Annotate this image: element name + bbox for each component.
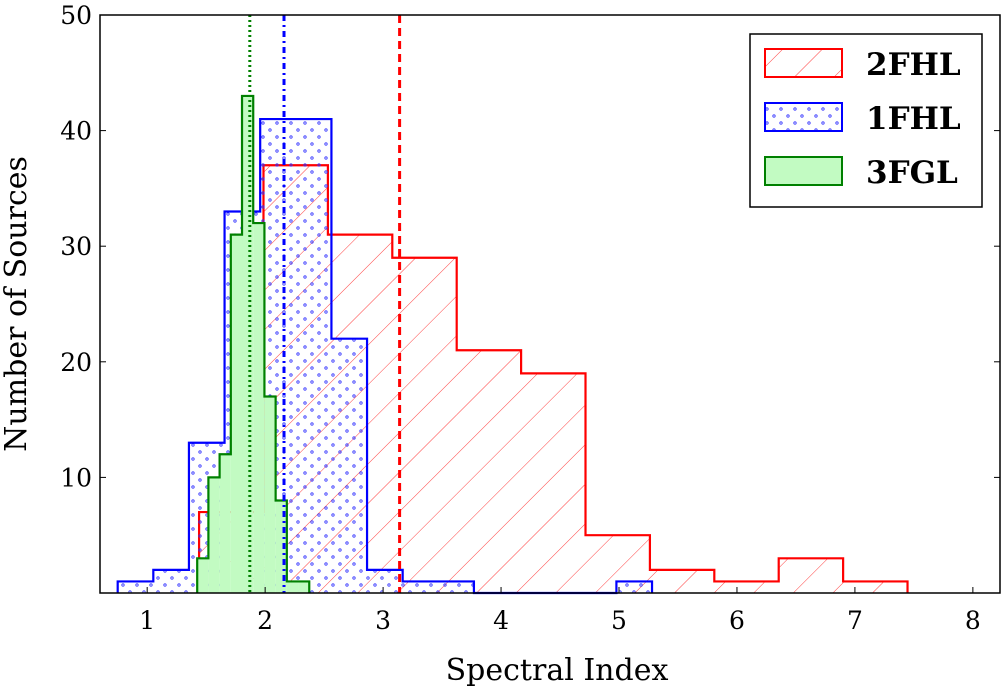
bar-3FGL <box>197 558 209 593</box>
legend-swatch <box>764 156 843 186</box>
x-tick-label: 5 <box>611 606 627 635</box>
bar-2FHL <box>456 350 522 593</box>
x-tick-label: 2 <box>257 606 273 635</box>
legend-item-1FHL: 1FHL <box>764 101 961 137</box>
legend-item-3FGL: 3FGL <box>764 155 958 191</box>
bar-1FHL <box>295 119 332 593</box>
x-axis-label: Spectral Index <box>446 653 669 688</box>
bar-1FHL <box>331 338 368 593</box>
bar-3FGL <box>264 396 276 593</box>
x-tick-label: 1 <box>139 606 155 635</box>
bar-3FGL <box>286 581 299 593</box>
bar-2FHL <box>649 569 715 593</box>
bar-1FHL <box>117 581 154 593</box>
bar-1FHL <box>367 569 403 593</box>
y-tick-label: 30 <box>60 232 92 261</box>
x-tick-label: 6 <box>729 606 745 635</box>
bar-3FGL <box>208 477 220 593</box>
bar-1FHL <box>438 581 474 593</box>
bar-2FHL <box>778 558 844 593</box>
x-tick-label: 4 <box>493 606 509 635</box>
bar-3FGL <box>230 234 243 593</box>
bar-2FHL <box>392 257 457 593</box>
bar-3FGL <box>275 500 287 593</box>
bar-1FHL <box>616 581 653 593</box>
bar-1FHL <box>402 581 439 593</box>
y-tick-label: 10 <box>60 463 92 492</box>
legend-swatch <box>764 48 843 78</box>
series-3FGL <box>196 94 311 594</box>
legend-label: 2FHL <box>866 47 961 83</box>
mean-lines <box>248 15 402 593</box>
bar-3FGL <box>298 581 310 593</box>
bar-2FHL <box>714 581 779 593</box>
y-tick-label: 50 <box>60 1 92 30</box>
histogram-bars <box>116 94 909 595</box>
y-axis-label: Number of Sources <box>0 156 34 452</box>
legend-label: 3FGL <box>866 155 958 191</box>
bar-3FGL <box>219 454 231 593</box>
bar-3FGL <box>253 223 265 593</box>
y-tick-label: 40 <box>60 117 92 146</box>
y-axis-ticks: 10 20 30 40 50 <box>60 1 1000 492</box>
y-tick-label: 20 <box>60 348 92 377</box>
plot-frame <box>99 14 1001 594</box>
legend-item-2FHL: 2FHL <box>764 47 961 83</box>
legend: 2FHL 1FHL 3FGL <box>749 33 983 208</box>
x-axis-ticks: 1 2 3 4 5 6 7 8 <box>139 587 981 635</box>
bar-3FGL <box>242 95 254 594</box>
outline-3FGL <box>196 94 311 593</box>
bar-2FHL <box>843 581 908 593</box>
x-tick-label: 3 <box>375 606 391 635</box>
bar-1FHL <box>153 569 189 593</box>
bar-2FHL <box>521 373 586 593</box>
legend-label: 1FHL <box>866 101 961 137</box>
x-tick-label: 8 <box>965 606 981 635</box>
legend-swatch <box>764 102 843 132</box>
x-tick-label: 7 <box>847 606 863 635</box>
